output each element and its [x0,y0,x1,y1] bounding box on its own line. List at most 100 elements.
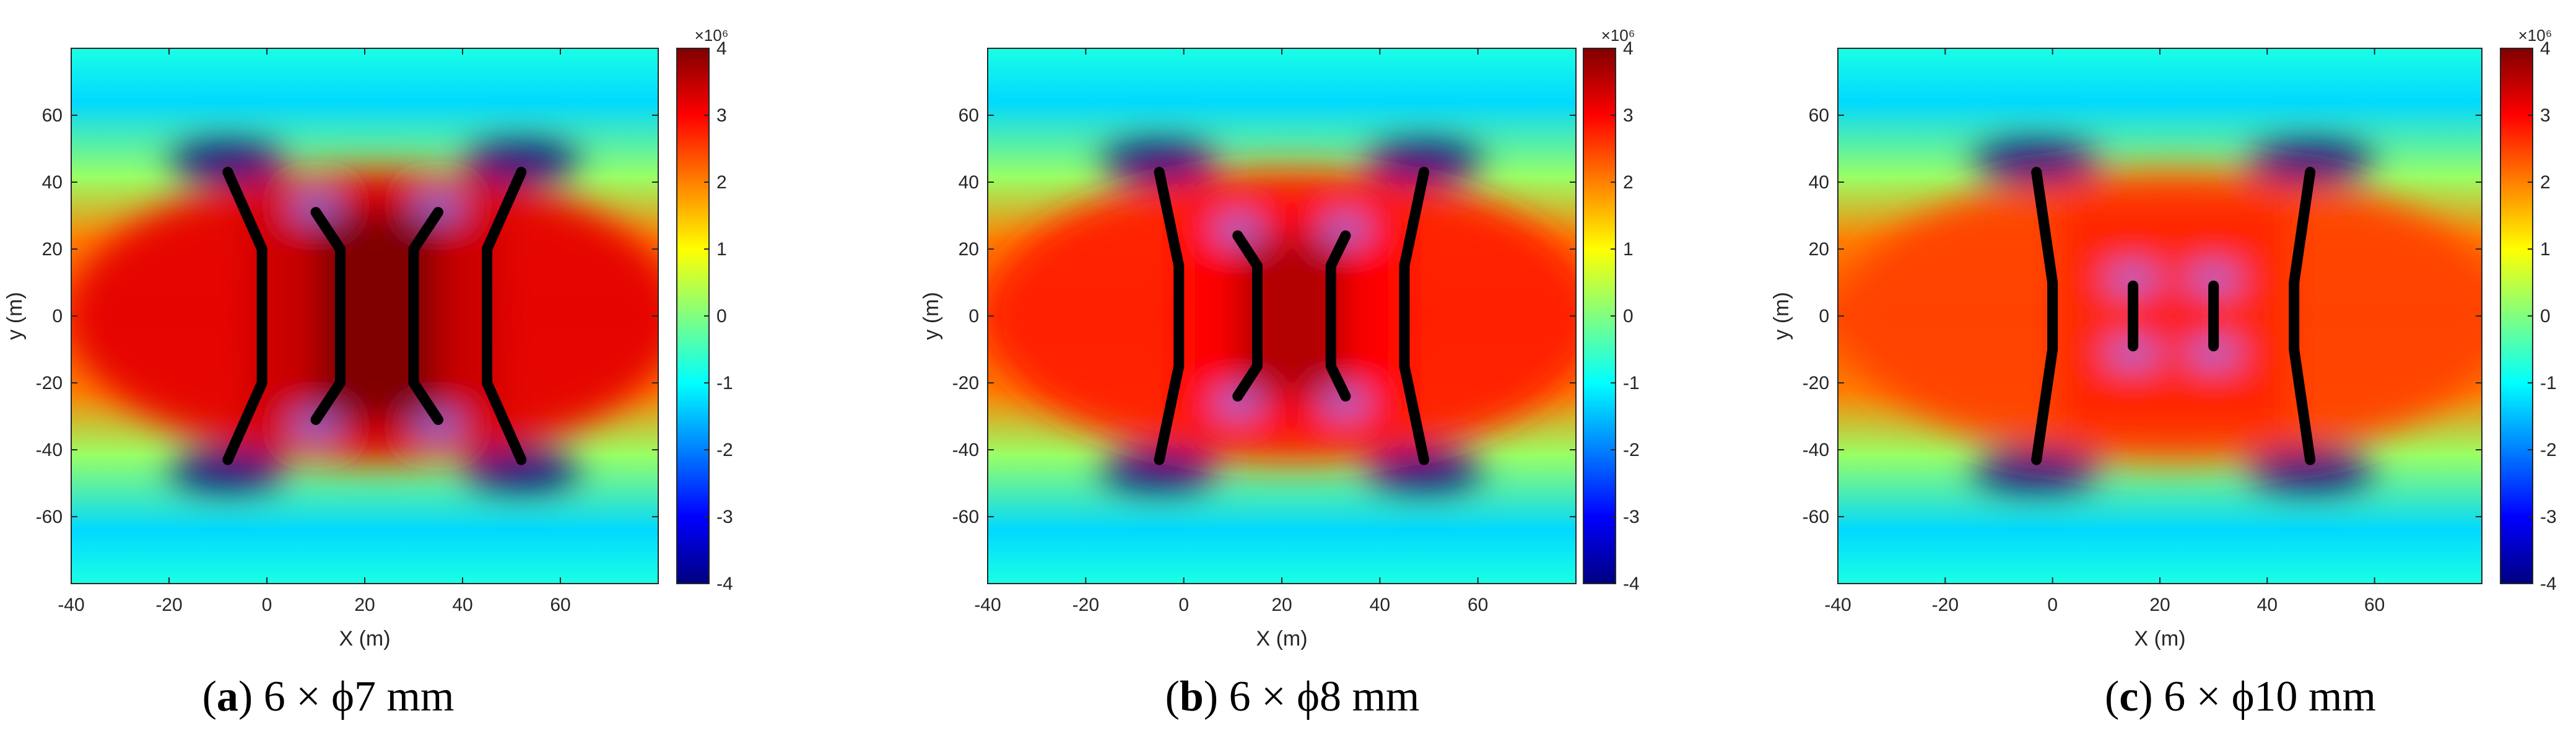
colorbar-tick-label: 4 [1623,38,1634,59]
colorbar-scale [676,48,710,584]
y-tick-label: -20 [1803,373,1829,393]
colorbar-tick-label: 2 [716,172,727,193]
caption-panel-a: (a) 6 × ϕ7 mm [202,673,455,721]
y-tick-label: 20 [42,239,63,260]
x-axis-label: X (m) [1256,627,1307,650]
colorbar-tick-label: -3 [2540,507,2557,527]
caption-label: b [1179,673,1204,721]
colorbar-exponent-label: ×10⁶ [2518,26,2552,45]
caption-label: c [2119,673,2139,721]
y-tick-label: 40 [959,172,979,193]
y-tick-label: -40 [36,440,63,460]
colorbar-tick-label: 1 [716,239,727,260]
inner-tip-zone [1213,219,1263,239]
fracture-inner-right [1325,230,1351,402]
x-tick-label: 60 [550,595,570,615]
y-tick-label: -60 [952,507,979,527]
x-tick-label: 40 [2257,595,2278,615]
inner-tip-zone [2106,343,2160,363]
y-tick-label: -40 [1803,440,1829,460]
colorbar-tick-label: 0 [1623,306,1634,326]
colorbar-tick-label: 0 [2540,306,2551,326]
caption-text: 6 × ϕ7 mm [263,673,455,721]
x-tick-label: -20 [1932,595,1959,615]
tip-zone [1100,450,1219,490]
x-axis-label: X (m) [2134,627,2185,650]
colorbar: -4 -3 -2 -1 0 1 2 3 4×10⁶ [676,26,733,594]
colorbar-tick-label: 2 [1623,172,1634,193]
core-zone [2133,286,2214,346]
tip-zone [1365,450,1483,490]
colorbar-tick-label: -2 [2540,440,2557,460]
x-tick-label: 20 [1271,595,1292,615]
caption-text: 6 × ϕ8 mm [1229,673,1420,721]
colorbar: -4 -3 -2 -1 0 1 2 3 4×10⁶ [1583,26,1640,594]
tip-zone [1100,142,1219,182]
y-tick-label: 0 [1819,306,1829,326]
colorbar-tick-label: -3 [716,507,733,527]
y-tick-label: 60 [42,105,63,126]
x-tick-label: 0 [262,595,272,615]
x-tick-label: 20 [354,595,375,615]
stress-field-heatmap [1838,48,2482,584]
colorbar-tick-label: -4 [716,574,733,594]
inner-tip-zone [1321,393,1370,413]
colorbar-tick-label: -3 [1623,507,1640,527]
inner-tip-zone [2187,269,2241,289]
fracture-outer-right [1399,167,1430,465]
colorbar-exponent-label: ×10⁶ [695,26,729,45]
colorbar: -4 -3 -2 -1 0 1 2 3 4×10⁶ [2500,26,2557,594]
x-tick-label: -40 [58,595,84,615]
x-tick-label: -20 [155,595,182,615]
x-tick-label: 20 [2149,595,2170,615]
fracture-inner-left [310,207,346,425]
y-axis-label: y (m) [920,292,943,339]
fracture-inner-right [408,207,443,425]
x-tick-label: -40 [974,595,1001,615]
inner-tip-zone [2106,269,2160,289]
colorbar-tick-label: -2 [716,440,733,460]
x-tick-label: -20 [1073,595,1099,615]
fracture-outer-right [2289,167,2316,465]
x-tick-label: -40 [1824,595,1851,615]
y-tick-label: 60 [1809,105,1829,126]
x-tick-label: 60 [1468,595,1488,615]
y-tick-label: -40 [952,440,979,460]
tip-zone [169,142,287,182]
fracture-outer-right [482,167,527,465]
tip-zone [1365,142,1483,182]
caption-label: a [216,673,238,721]
colorbar-tick-label: 1 [2540,239,2551,260]
caption-panel-b: (b) 6 × ϕ8 mm [1165,673,1420,721]
colorbar-exponent-label: ×10⁶ [1601,26,1635,45]
inner-tip-zone [2187,343,2241,363]
colorbar-tick-label: 4 [716,38,727,59]
colorbar-tick-label: 1 [1623,239,1634,260]
x-tick-label: 40 [1370,595,1390,615]
y-tick-label: 0 [52,306,63,326]
y-axis-label: y (m) [3,292,27,339]
tip-zone [1972,450,2101,490]
x-tick-label: 0 [2047,595,2058,615]
colorbar-tick-label: -1 [716,373,733,393]
y-tick-label: -20 [952,373,979,393]
colorbar-tick-label: 3 [2540,105,2551,126]
inner-tip-zone [291,416,341,437]
fracture-outer-left [1154,167,1185,465]
colorbar-tick-label: -2 [1623,440,1640,460]
colorbar-scale [2500,48,2533,584]
y-tick-label: 40 [1809,172,1829,193]
tip-zone [2245,450,2375,490]
colorbar-tick-label: -4 [1623,574,1640,594]
y-tick-label: 60 [959,105,979,126]
y-tick-label: 40 [42,172,63,193]
fracture-outer-left [222,167,268,465]
colorbar-tick-label: 3 [1623,105,1634,126]
colorbar-tick-label: -1 [1623,373,1640,393]
colorbar-tick-label: -1 [2540,373,2557,393]
fracture-outer-left [2031,167,2058,465]
tip-zone [463,450,580,490]
